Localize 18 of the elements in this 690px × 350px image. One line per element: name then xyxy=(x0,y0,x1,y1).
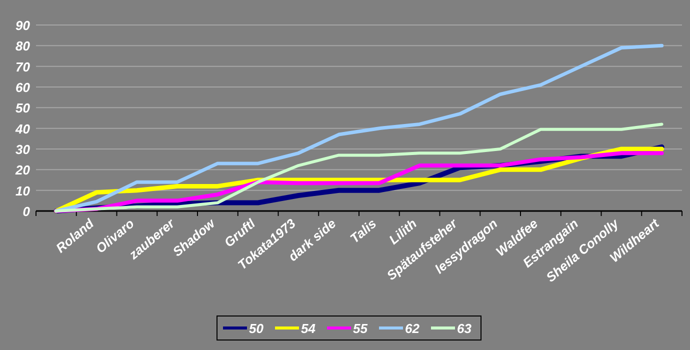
y-tick-label: 10 xyxy=(16,183,31,198)
y-tick-label: 60 xyxy=(16,80,31,95)
x-tick-label: Talis xyxy=(347,216,380,246)
line-series xyxy=(54,44,664,213)
legend-label: 54 xyxy=(301,321,316,336)
y-tick-label: 40 xyxy=(14,121,31,136)
y-tick-label: 50 xyxy=(16,100,31,116)
y-tick-label: 20 xyxy=(14,162,31,178)
legend-label: 55 xyxy=(353,321,368,336)
y-tick-label: 80 xyxy=(16,38,31,54)
line-series xyxy=(54,122,664,212)
legend-label: 62 xyxy=(405,321,420,336)
y-tick-label: 90 xyxy=(16,18,31,33)
legend-label: 50 xyxy=(249,321,264,336)
y-tick-label: 70 xyxy=(16,59,31,74)
legend-label: 63 xyxy=(457,321,472,336)
y-tick-label: 30 xyxy=(16,142,31,157)
y-tick-label: 0 xyxy=(22,204,31,219)
